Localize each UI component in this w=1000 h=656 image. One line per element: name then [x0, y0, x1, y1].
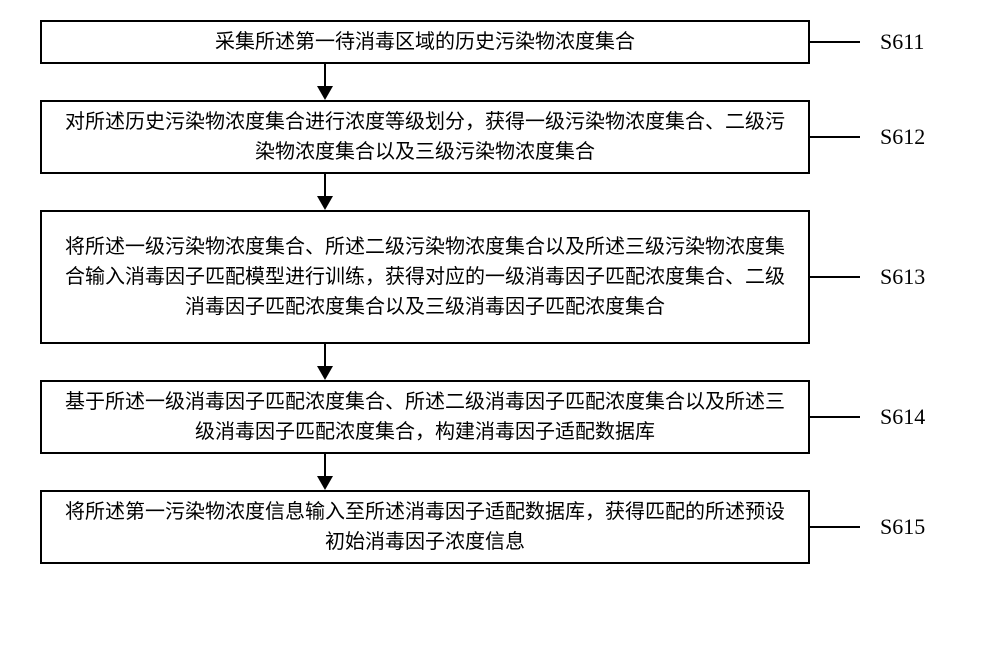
arrow-container: [40, 344, 960, 380]
arrow-down-icon: [324, 344, 326, 366]
step-label-5: S615: [880, 514, 960, 540]
step-label-1: S611: [880, 29, 960, 55]
flowchart-row: 采集所述第一待消毒区域的历史污染物浓度集合 S611: [40, 20, 960, 64]
connector-line: [810, 526, 860, 528]
arrow-head-icon: [317, 476, 333, 490]
step-box-2: 对所述历史污染物浓度集合进行浓度等级划分，获得一级污染物浓度集合、二级污染物浓度…: [40, 100, 810, 174]
step-box-4: 基于所述一级消毒因子匹配浓度集合、所述二级消毒因子匹配浓度集合以及所述三级消毒因…: [40, 380, 810, 454]
step-text: 对所述历史污染物浓度集合进行浓度等级划分，获得一级污染物浓度集合、二级污染物浓度…: [62, 107, 788, 167]
arrow-container: [40, 174, 960, 210]
flowchart-row: 将所述第一污染物浓度信息输入至所述消毒因子适配数据库，获得匹配的所述预设初始消毒…: [40, 490, 960, 564]
connector-line: [810, 416, 860, 418]
flowchart-row: 将所述一级污染物浓度集合、所述二级污染物浓度集合以及所述三级污染物浓度集合输入消…: [40, 210, 960, 344]
arrow-down-icon: [324, 454, 326, 476]
connector-line: [810, 136, 860, 138]
flowchart-container: 采集所述第一待消毒区域的历史污染物浓度集合 S611 对所述历史污染物浓度集合进…: [40, 20, 960, 564]
arrow-head-icon: [317, 86, 333, 100]
flowchart-row: 对所述历史污染物浓度集合进行浓度等级划分，获得一级污染物浓度集合、二级污染物浓度…: [40, 100, 960, 174]
connector-line: [810, 41, 860, 43]
step-text: 采集所述第一待消毒区域的历史污染物浓度集合: [215, 27, 635, 57]
step-text: 将所述一级污染物浓度集合、所述二级污染物浓度集合以及所述三级污染物浓度集合输入消…: [62, 232, 788, 322]
arrow-head-icon: [317, 196, 333, 210]
step-label-4: S614: [880, 404, 960, 430]
arrow-container: [40, 454, 960, 490]
step-box-3: 将所述一级污染物浓度集合、所述二级污染物浓度集合以及所述三级污染物浓度集合输入消…: [40, 210, 810, 344]
arrow-container: [40, 64, 960, 100]
step-box-5: 将所述第一污染物浓度信息输入至所述消毒因子适配数据库，获得匹配的所述预设初始消毒…: [40, 490, 810, 564]
connector-line: [810, 276, 860, 278]
step-box-1: 采集所述第一待消毒区域的历史污染物浓度集合: [40, 20, 810, 64]
flowchart-row: 基于所述一级消毒因子匹配浓度集合、所述二级消毒因子匹配浓度集合以及所述三级消毒因…: [40, 380, 960, 454]
step-text: 基于所述一级消毒因子匹配浓度集合、所述二级消毒因子匹配浓度集合以及所述三级消毒因…: [62, 387, 788, 447]
arrow-down-icon: [324, 174, 326, 196]
step-label-3: S613: [880, 264, 960, 290]
arrow-down-icon: [324, 64, 326, 86]
arrow-head-icon: [317, 366, 333, 380]
step-label-2: S612: [880, 124, 960, 150]
step-text: 将所述第一污染物浓度信息输入至所述消毒因子适配数据库，获得匹配的所述预设初始消毒…: [62, 497, 788, 557]
